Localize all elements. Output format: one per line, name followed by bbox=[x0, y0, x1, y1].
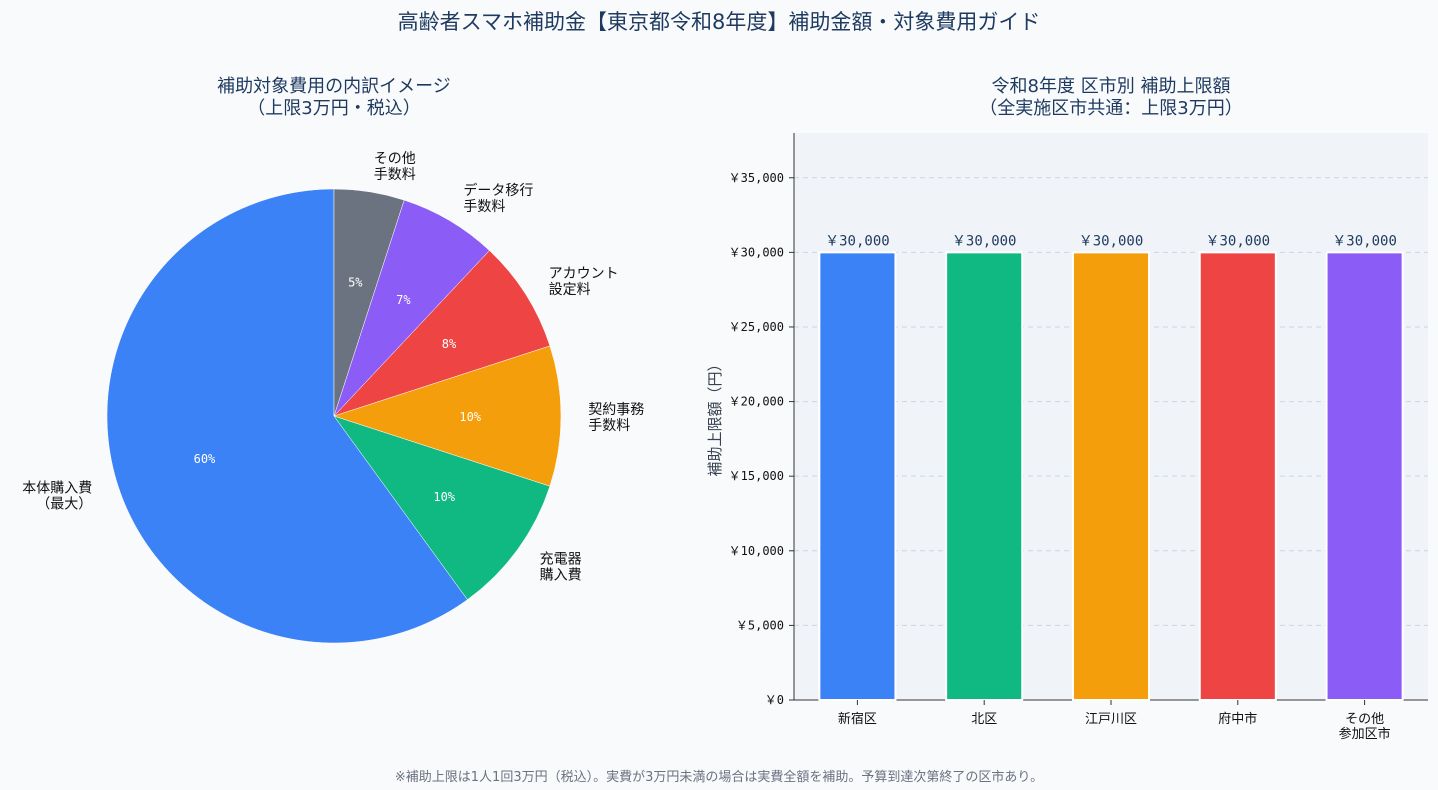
y-tick-label: ￥15,000 bbox=[729, 469, 784, 483]
y-tick-label: ￥20,000 bbox=[729, 395, 784, 409]
pie-pct-label: 8% bbox=[442, 337, 457, 351]
pie-chart: 補助対象費用の内訳イメージ（上限3万円・税込） 60% 本体購入費（最大） 10% 充電… bbox=[22, 76, 644, 644]
y-tick-label: ￥5,000 bbox=[736, 618, 784, 632]
bar-value-label: ￥30,000 bbox=[1206, 233, 1271, 249]
pie-pct-label: 10% bbox=[459, 410, 481, 424]
x-tick-label: 府中市 bbox=[1218, 711, 1257, 727]
x-tick-label: その他参加区市 bbox=[1339, 712, 1391, 742]
pie-slice-label: アカウント設定料 bbox=[549, 266, 619, 298]
pie-pct-label: 10% bbox=[433, 490, 455, 504]
y-tick-label: ￥0 bbox=[765, 693, 784, 707]
x-tick-label: 新宿区 bbox=[838, 711, 877, 727]
pie-slice-label: その他手数料 bbox=[374, 151, 416, 183]
pie-slice-label: 充電器購入費 bbox=[540, 551, 582, 583]
footnote: ※補助上限は1人1回3万円（税込）。実費が3万円未満の場合は実費全額を補助。予算… bbox=[394, 770, 1044, 785]
pie-slice bbox=[333, 250, 551, 417]
y-axis-label: 補助上限額（円） bbox=[706, 356, 724, 476]
pie-slice-label: データ移行手数料 bbox=[463, 182, 533, 215]
bar bbox=[945, 251, 1024, 702]
y-tick-label: ￥10,000 bbox=[729, 544, 784, 558]
y-tick-label: ￥25,000 bbox=[729, 320, 784, 334]
pie-slice-label: 本体購入費（最大） bbox=[22, 481, 92, 513]
bar-value-label: ￥30,000 bbox=[825, 233, 890, 249]
pie-title: 補助対象費用の内訳イメージ（上限3万円・税込） bbox=[217, 76, 451, 119]
bar bbox=[1198, 251, 1277, 702]
pie-slice bbox=[333, 345, 562, 487]
bar-chart: 令和8年度 区市別 補助上限額（全実施区市共通：上限3万円） ￥0 ￥5,000 ￥1… bbox=[706, 76, 1428, 742]
x-tick-label: 北区 bbox=[971, 712, 997, 727]
bar bbox=[818, 251, 897, 702]
y-tick-label: ￥35,000 bbox=[729, 171, 784, 185]
pie-slice bbox=[333, 188, 405, 417]
pie-slice-label: 契約事務手数料 bbox=[588, 402, 644, 434]
bar bbox=[1325, 251, 1404, 702]
bar bbox=[1071, 251, 1151, 702]
pie-slice bbox=[333, 415, 551, 600]
pie-slice bbox=[106, 188, 468, 644]
pie-pct-label: 7% bbox=[396, 293, 411, 307]
bar-value-label: ￥30,000 bbox=[952, 233, 1017, 249]
x-tick-label: 江戸川区 bbox=[1085, 712, 1137, 727]
bar-value-label: ￥30,000 bbox=[1332, 233, 1397, 249]
bar-value-label: ￥30,000 bbox=[1079, 233, 1144, 249]
y-tick-label: ￥30,000 bbox=[729, 245, 784, 259]
pie-pct-label: 5% bbox=[348, 275, 363, 289]
page-title: 高齢者スマホ補助金【東京都令和8年度】補助金額・対象費用ガイド bbox=[397, 10, 1041, 34]
pie-pct-label: 60% bbox=[194, 452, 216, 466]
bar-title: 令和8年度 区市別 補助上限額（全実施区市共通：上限3万円） bbox=[979, 76, 1242, 119]
